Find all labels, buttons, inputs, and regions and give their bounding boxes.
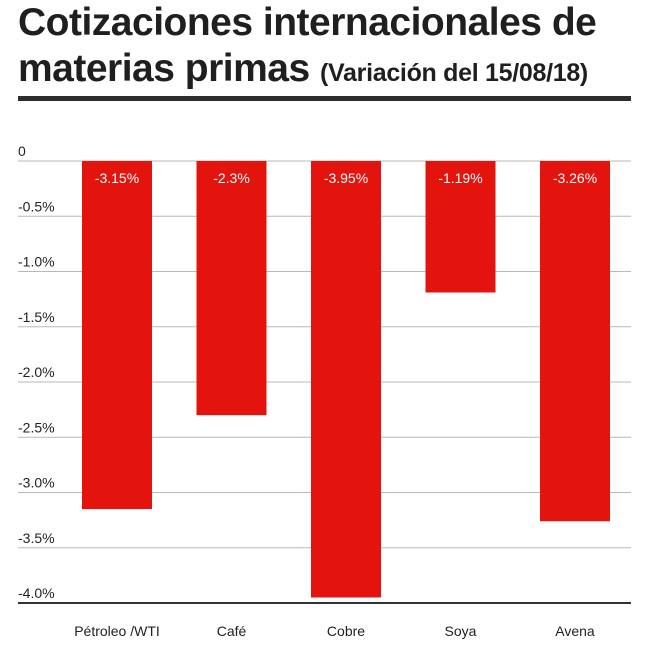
y-tick-label: -3.5% — [18, 530, 55, 546]
chart-title-line2-wrap: materias primas (Variación del 15/08/18) — [18, 46, 633, 96]
bar-data-label: -3.15% — [95, 170, 139, 186]
bar — [540, 161, 610, 522]
y-tick-label: 0 — [18, 143, 26, 159]
y-tick-label: -2.0% — [18, 364, 55, 380]
bar-data-label: -1.19% — [438, 170, 482, 186]
y-tick-label: -2.5% — [18, 419, 55, 435]
y-tick-label: -3.0% — [18, 475, 55, 491]
y-tick-label: -0.5% — [18, 198, 55, 214]
chart-subtitle: (Variación del 15/08/18) — [320, 59, 588, 87]
bar-data-label: -3.26% — [553, 170, 597, 186]
bar-data-label: -2.3% — [213, 170, 250, 186]
title-divider — [18, 96, 631, 101]
x-category-label: Avena — [555, 623, 595, 639]
bar — [425, 161, 496, 293]
bar — [196, 161, 267, 416]
y-tick-label: -4.0% — [18, 585, 55, 601]
chart-title-line1: Cotizaciones internacionales de — [18, 1, 597, 44]
chart-title-block: Cotizaciones internacionales de materias… — [18, 0, 633, 96]
x-category-label: Cobre — [327, 623, 365, 639]
x-category-label: Café — [217, 623, 247, 639]
chart-title-line2: materias primas — [18, 47, 310, 90]
bar-data-label: -3.95% — [324, 170, 368, 186]
x-category-label: Pétroleo /WTI — [74, 623, 160, 639]
y-tick-label: -1.5% — [18, 309, 55, 325]
y-tick-label: -1.0% — [18, 254, 55, 270]
x-category-label: Soya — [445, 623, 477, 639]
bar — [311, 161, 381, 598]
bar — [82, 161, 152, 510]
